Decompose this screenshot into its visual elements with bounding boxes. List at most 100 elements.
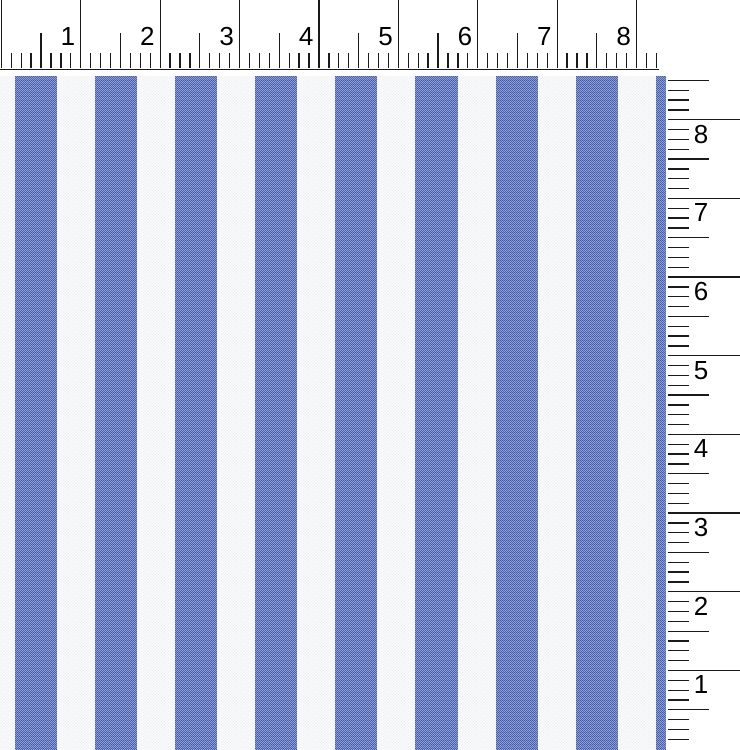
eighth-inch-tick: [139, 53, 141, 68]
inch-major-tick: [238, 0, 241, 68]
eighth-inch-tick: [668, 600, 689, 603]
eighth-inch-tick: [487, 53, 489, 68]
inch-major-tick: [668, 433, 740, 436]
half-inch-tick: [668, 79, 709, 82]
eighth-inch-tick: [668, 286, 689, 288]
eighth-inch-tick: [668, 738, 689, 740]
ruler-number: 7: [693, 197, 709, 228]
ruler-number: 7: [537, 21, 552, 51]
inch-major-tick: [635, 0, 638, 68]
eighth-inch-tick: [308, 53, 310, 68]
eighth-inch-tick: [457, 53, 459, 68]
half-inch-tick: [668, 315, 709, 318]
eighth-inch-tick: [10, 53, 12, 68]
eighth-inch-tick: [668, 660, 689, 662]
inch-major-tick: [477, 0, 479, 68]
eighth-inch-tick: [668, 522, 689, 524]
eighth-inch-tick: [668, 246, 689, 249]
fabric-stripe: [14, 76, 57, 750]
inch-major-tick: [668, 512, 740, 514]
inch-major-tick: [159, 0, 161, 68]
eighth-inch-tick: [668, 581, 689, 583]
inch-major-tick: [668, 669, 740, 672]
ruler-baseline: [0, 68, 659, 70]
eighth-inch-tick: [99, 53, 102, 68]
eighth-inch-tick: [546, 53, 548, 68]
eighth-inch-tick: [506, 53, 509, 68]
eighth-inch-tick: [536, 53, 538, 68]
eighth-inch-tick: [616, 53, 618, 68]
eighth-inch-tick: [668, 374, 689, 377]
eighth-inch-tick: [30, 53, 32, 68]
fabric-stripe: [174, 76, 218, 750]
eighth-inch-tick: [417, 53, 419, 68]
half-inch-tick: [119, 33, 122, 68]
eighth-inch-tick: [668, 679, 689, 681]
eighth-inch-tick: [668, 266, 689, 268]
half-inch-tick: [668, 630, 709, 632]
eighth-inch-tick: [668, 463, 689, 465]
half-inch-tick: [516, 33, 519, 68]
eighth-inch-tick: [668, 502, 689, 504]
ruler-number: 1: [693, 669, 709, 700]
inch-major-tick: [318, 0, 320, 68]
inch-major-tick: [668, 197, 740, 200]
inch-major-tick: [556, 0, 558, 68]
half-inch-tick: [199, 33, 201, 68]
eighth-inch-tick: [90, 53, 92, 68]
eighth-inch-tick: [109, 53, 112, 68]
eighth-inch-tick: [496, 53, 499, 68]
eighth-inch-tick: [668, 364, 689, 367]
eighth-inch-tick: [668, 571, 689, 573]
eighth-inch-tick: [655, 53, 658, 68]
eighth-inch-tick: [668, 699, 689, 701]
eighth-inch-tick: [668, 650, 689, 652]
eighth-inch-tick: [668, 138, 689, 141]
eighth-inch-tick: [668, 561, 689, 563]
half-inch-tick: [668, 237, 709, 239]
ruler-number: 6: [693, 275, 709, 306]
eighth-inch-tick: [668, 532, 689, 534]
eighth-inch-tick: [668, 296, 689, 298]
inch-major-tick: [80, 0, 82, 68]
ruler-number: 4: [298, 21, 314, 51]
inch-major-tick: [0, 0, 2, 68]
fabric-stripe: [575, 76, 618, 750]
ruler-number: 2: [693, 590, 709, 621]
eighth-inch-tick: [387, 53, 390, 68]
ruler-number: 6: [457, 21, 473, 51]
eighth-inch-tick: [586, 53, 588, 68]
eighth-inch-tick: [298, 53, 300, 68]
eighth-inch-tick: [668, 305, 689, 308]
eighth-inch-tick: [668, 335, 689, 337]
eighth-inch-tick: [258, 53, 261, 68]
eighth-inch-tick: [576, 53, 578, 68]
eighth-inch-tick: [668, 482, 689, 485]
eighth-inch-tick: [668, 207, 689, 209]
eighth-inch-tick: [668, 325, 689, 327]
eighth-inch-tick: [467, 53, 469, 68]
eighth-inch-tick: [566, 53, 568, 68]
fabric-stripe: [655, 76, 666, 750]
eighth-inch-tick: [288, 53, 290, 68]
eighth-inch-tick: [668, 345, 689, 347]
ruler-number: 5: [378, 21, 393, 51]
fabric-stripe: [415, 76, 458, 750]
eighth-inch-tick: [668, 217, 689, 219]
eighth-inch-tick: [20, 53, 22, 68]
eighth-inch-tick: [367, 53, 370, 68]
eighth-inch-tick: [668, 414, 689, 416]
eighth-inch-tick: [668, 168, 689, 170]
half-inch-tick: [668, 473, 709, 475]
ruler-number: 2: [140, 21, 155, 51]
fabric-stripe: [255, 76, 298, 750]
ruler-number: 1: [60, 21, 76, 51]
eighth-inch-tick: [70, 53, 72, 68]
eighth-inch-tick: [338, 53, 340, 68]
eighth-inch-tick: [129, 53, 132, 68]
eighth-inch-tick: [606, 53, 608, 68]
eighth-inch-tick: [268, 53, 270, 68]
inch-major-tick: [397, 0, 399, 68]
half-inch-tick: [278, 33, 280, 68]
